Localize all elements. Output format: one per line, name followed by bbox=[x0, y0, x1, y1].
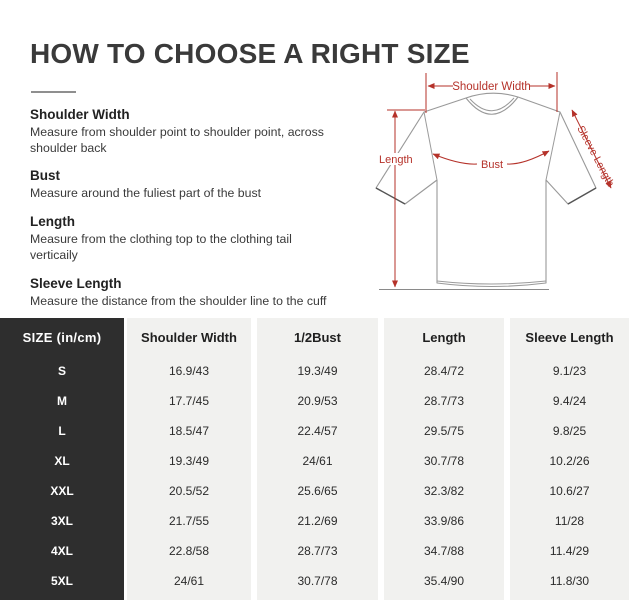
bust-label: Bust bbox=[481, 159, 503, 171]
size-table-column-length: Length 28.4/72 28.7/73 29.5/75 30.7/78 32.3/… bbox=[384, 318, 504, 600]
size-table-column-cells: 19.3/49 20.9/53 22.4/57 24/61 25.6/65 21.2/69… bbox=[257, 356, 378, 600]
size-table-cell: 16.9/43 bbox=[168, 364, 210, 378]
size-table-cell: 35.4/90 bbox=[423, 574, 465, 588]
title-underline bbox=[31, 91, 76, 93]
guide-item-desc: Measure the distance from the shoulder l… bbox=[30, 293, 327, 308]
size-table-header: Length bbox=[422, 329, 466, 345]
size-row-label: XXL bbox=[50, 484, 74, 498]
size-table-cell: 19.3/49 bbox=[168, 454, 210, 468]
shoulder-width-label: Shoulder Width bbox=[452, 81, 531, 93]
tshirt-collar-inner bbox=[469, 97, 515, 112]
size-row-label: L bbox=[58, 424, 66, 438]
guide-item-title: Shoulder Width bbox=[30, 107, 130, 122]
size-table-column-half-bust: 1/2Bust 19.3/49 20.9/53 22.4/57 24/61 25.6/6… bbox=[257, 318, 378, 600]
size-table-cell: 9.4/24 bbox=[552, 394, 587, 408]
bust-arc-left bbox=[432, 153, 478, 165]
size-table-cell: 30.7/78 bbox=[297, 574, 338, 588]
size-table-cell: 21.7/55 bbox=[168, 514, 210, 528]
guide-item-title: Length bbox=[30, 214, 75, 230]
length-label: Length bbox=[379, 154, 413, 166]
size-table-cell: 21.2/69 bbox=[297, 514, 338, 528]
size-table-cell: 9.1/23 bbox=[552, 364, 587, 378]
page-title: HOW TO CHOOSE A RIGHT SIZE bbox=[30, 38, 470, 69]
size-row-label: 3XL bbox=[50, 514, 73, 528]
guide-item-sleeve-length: Sleeve Length Measure the distance from … bbox=[30, 276, 332, 310]
size-row-label: S bbox=[57, 364, 66, 378]
size-table-cell: 32.3/82 bbox=[423, 484, 465, 498]
size-row-label: XL bbox=[54, 454, 70, 468]
tshirt-measurement-diagram: Shoulder Width Length Bust Sleeve Length bbox=[375, 72, 617, 290]
measurement-guide: Shoulder Width Measure from shoulder poi… bbox=[30, 107, 332, 321]
size-table-cell: 22.4/57 bbox=[297, 424, 338, 438]
size-table-column-cells: S M L XL XXL 3XL 4XL 5XL bbox=[0, 356, 124, 600]
size-table-cell: 17.7/45 bbox=[168, 394, 210, 408]
size-table-cell: 28.4/72 bbox=[423, 364, 465, 378]
size-table-cell: 22.8/58 bbox=[168, 544, 210, 558]
guide-item-desc: Measure around the fuliest part of the b… bbox=[30, 186, 262, 201]
size-row-label: M bbox=[57, 394, 67, 408]
size-row-label: 5XL bbox=[50, 574, 73, 588]
tshirt-seam-right bbox=[545, 111, 561, 181]
size-table-header: SIZE (in/cm) bbox=[22, 329, 102, 345]
tshirt-cuff-left bbox=[375, 187, 406, 205]
guide-item-title: Sleeve Length bbox=[30, 275, 122, 291]
size-table-cell: 11/28 bbox=[554, 514, 585, 528]
size-table-header: Sleeve Length bbox=[525, 329, 614, 345]
size-table-header: 1/2Bust bbox=[294, 329, 341, 345]
guide-item-title: Bust bbox=[30, 168, 60, 184]
size-table-cell: 28.7/73 bbox=[423, 394, 465, 408]
guide-item-desc: Measure from shoulder point to shoulder … bbox=[30, 125, 324, 155]
guide-item-shoulder-width: Shoulder Width Measure from shoulder poi… bbox=[30, 107, 332, 156]
size-table-column-sleeve-length: Sleeve Length 9.1/23 9.4/24 9.8/25 10.2/26 1… bbox=[510, 318, 629, 600]
size-table-cell: 30.7/78 bbox=[423, 454, 465, 468]
size-row-label: 4XL bbox=[50, 544, 73, 558]
size-table-cell: 29.5/75 bbox=[423, 424, 465, 438]
size-table-cell: 34.7/88 bbox=[423, 544, 465, 558]
guide-item-bust: Bust Measure around the fuliest part of … bbox=[30, 168, 332, 202]
size-table-cell: 28.7/73 bbox=[297, 544, 338, 558]
size-table-cell: 33.9/86 bbox=[423, 514, 465, 528]
size-table: SIZE (in/cm) S M L XL XXL 3XL 4XL 5XL Shoulder … bbox=[0, 318, 629, 600]
size-table-column-cells: 28.4/72 28.7/73 29.5/75 30.7/78 32.3/82 33.9/… bbox=[384, 356, 504, 600]
sleeve-length-arrow bbox=[571, 109, 612, 189]
tshirt-seam-left bbox=[423, 111, 438, 181]
size-table-header: Shoulder Width bbox=[141, 329, 237, 345]
size-table-cell: 10.2/26 bbox=[549, 454, 590, 468]
size-table-cell: 9.8/25 bbox=[552, 424, 587, 438]
tshirt-hem-line bbox=[436, 280, 547, 285]
tshirt-collar-outer bbox=[465, 96, 519, 115]
size-table-cell: 20.9/53 bbox=[297, 394, 338, 408]
tshirt-outline bbox=[375, 92, 597, 288]
guide-item-length: Length Measure from the clothing top to … bbox=[30, 214, 332, 263]
length-label-bg bbox=[377, 153, 415, 165]
size-table-cell: 19.3/49 bbox=[297, 364, 338, 378]
size-table-column-cells: 9.1/23 9.4/24 9.8/25 10.2/26 10.6/27 11/28 11.… bbox=[510, 356, 629, 600]
size-table-cell: 25.6/65 bbox=[297, 484, 338, 498]
bust-arc-right bbox=[506, 150, 550, 165]
size-table-cell: 24/61 bbox=[173, 574, 205, 588]
size-table-cell: 10.6/27 bbox=[549, 484, 590, 498]
tshirt-cuff-right bbox=[567, 187, 597, 205]
size-table-cell: 11.4/29 bbox=[549, 544, 590, 558]
guide-item-desc: Measure from the clothing top to the clo… bbox=[30, 232, 292, 262]
size-table-column-size: SIZE (in/cm) S M L XL XXL 3XL 4XL 5XL bbox=[0, 318, 124, 600]
size-table-cell: 18.5/47 bbox=[168, 424, 210, 438]
size-table-column-shoulder-width: Shoulder Width 16.9/43 17.7/45 18.5/47 19.3… bbox=[127, 318, 251, 600]
size-table-column-cells: 16.9/43 17.7/45 18.5/47 19.3/49 20.5/52 21.7/… bbox=[127, 356, 251, 600]
size-table-cell: 11.8/30 bbox=[549, 574, 590, 588]
size-table-cell: 24/61 bbox=[302, 454, 333, 468]
size-table-cell: 20.5/52 bbox=[168, 484, 210, 498]
